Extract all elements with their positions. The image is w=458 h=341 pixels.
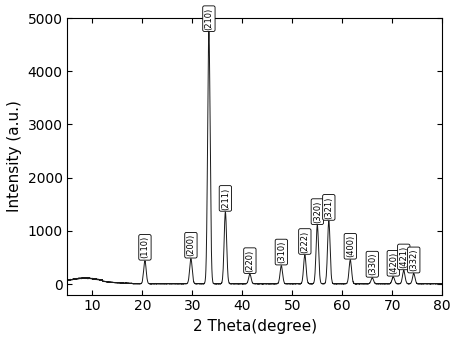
Text: (200): (200): [186, 234, 196, 256]
Text: (320): (320): [313, 201, 322, 223]
Text: (222): (222): [300, 231, 309, 253]
Text: (330): (330): [368, 253, 377, 276]
Text: (210): (210): [204, 8, 213, 30]
Text: (400): (400): [346, 235, 355, 257]
Text: (420): (420): [389, 252, 398, 275]
Text: (332): (332): [409, 249, 418, 271]
Text: (110): (110): [141, 236, 149, 258]
Text: (310): (310): [277, 241, 286, 263]
Text: (211): (211): [221, 187, 230, 210]
Text: (220): (220): [245, 250, 254, 272]
X-axis label: 2 Theta(degree): 2 Theta(degree): [193, 319, 317, 334]
Text: (421): (421): [399, 246, 408, 268]
Y-axis label: Intensity (a.u.): Intensity (a.u.): [7, 101, 22, 212]
Text: (321): (321): [324, 196, 333, 219]
